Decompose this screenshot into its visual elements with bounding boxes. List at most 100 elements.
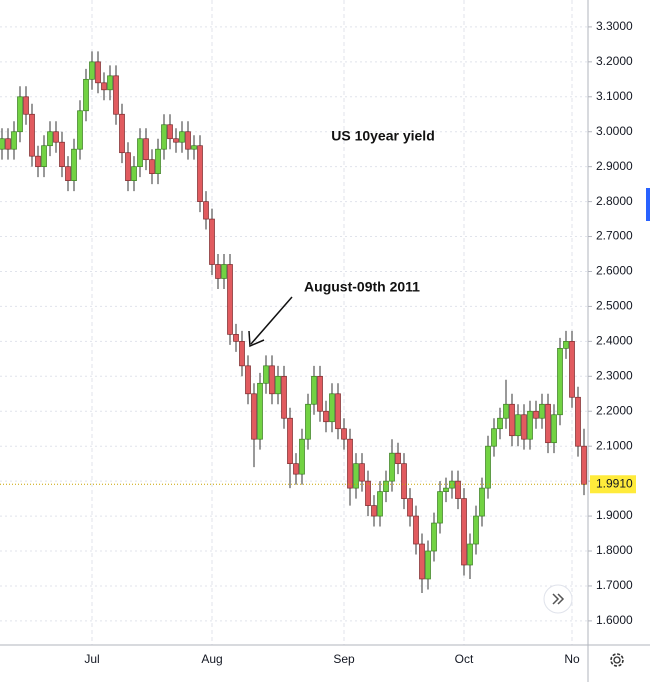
candle-body bbox=[461, 498, 467, 566]
candle-body bbox=[365, 480, 371, 506]
candle-body bbox=[59, 141, 65, 168]
candle-body bbox=[311, 375, 317, 405]
y-tick-label: 2.7000 bbox=[596, 229, 633, 243]
candle-body bbox=[533, 410, 539, 419]
candle-body bbox=[23, 96, 29, 115]
candle-body bbox=[131, 166, 137, 181]
last-price-tag bbox=[590, 475, 636, 494]
candle-body bbox=[437, 491, 443, 524]
y-tick-label: 3.0000 bbox=[596, 124, 633, 138]
candle-body bbox=[485, 445, 491, 489]
candle-body bbox=[77, 110, 83, 150]
candle-body bbox=[125, 152, 131, 181]
candle-body bbox=[383, 480, 389, 492]
candle-body bbox=[101, 82, 107, 91]
candle-body bbox=[329, 393, 335, 423]
candle-body bbox=[401, 463, 407, 499]
candle-body bbox=[287, 417, 293, 465]
candle-body bbox=[11, 131, 17, 150]
candle-body bbox=[539, 403, 545, 419]
y-tick-label: 2.8000 bbox=[596, 194, 633, 208]
candle-body bbox=[293, 463, 299, 475]
candle-body bbox=[113, 75, 119, 115]
y-tick-label: 1.8000 bbox=[596, 543, 633, 557]
settings-icon[interactable] bbox=[610, 653, 624, 667]
candle-body bbox=[41, 145, 47, 168]
candle-body bbox=[521, 414, 527, 440]
candle-body bbox=[233, 334, 239, 342]
y-tick-label: 1.7000 bbox=[596, 578, 633, 592]
candle-body bbox=[29, 113, 35, 157]
y-tick-label: 2.6000 bbox=[596, 264, 633, 278]
y-tick-label: 2.9000 bbox=[596, 159, 633, 173]
y-tick-label: 2.4000 bbox=[596, 334, 633, 348]
candle-body bbox=[467, 543, 473, 566]
candle-body bbox=[119, 113, 125, 154]
candle-body bbox=[251, 393, 257, 440]
candle-body bbox=[161, 124, 167, 150]
x-tick-label: Sep bbox=[333, 652, 355, 666]
candle-body bbox=[569, 341, 575, 398]
candle-body bbox=[167, 124, 173, 140]
candle-body bbox=[377, 491, 383, 517]
candle-body bbox=[191, 145, 197, 150]
candle-body bbox=[335, 393, 341, 430]
y-tick-label: 1.6000 bbox=[596, 613, 633, 627]
scroll-button[interactable] bbox=[543, 584, 573, 614]
y-tick-label: 2.3000 bbox=[596, 368, 633, 382]
candle-body bbox=[353, 463, 359, 489]
candle-body bbox=[323, 410, 329, 423]
candle-body bbox=[371, 505, 377, 517]
candle-body bbox=[395, 452, 401, 465]
candle-body bbox=[557, 348, 563, 416]
candle-body bbox=[137, 138, 143, 168]
y-tick-label: 3.3000 bbox=[596, 19, 633, 33]
candle-body bbox=[257, 382, 263, 440]
x-tick-label: Aug bbox=[201, 652, 222, 666]
candle-body bbox=[389, 452, 395, 482]
candle-body bbox=[527, 410, 533, 440]
candle-body bbox=[509, 403, 515, 437]
candle-body bbox=[545, 403, 551, 444]
candle-body bbox=[239, 341, 245, 367]
chart-title: US 10year yield bbox=[331, 128, 435, 144]
candle-body bbox=[443, 487, 449, 492]
candle-body bbox=[473, 515, 479, 545]
candle-body bbox=[455, 480, 461, 499]
scroll-indicator bbox=[646, 188, 650, 221]
candle-body bbox=[551, 414, 557, 444]
candle-body bbox=[197, 145, 203, 202]
x-tick-label: No bbox=[564, 652, 580, 666]
candle-body bbox=[497, 417, 503, 430]
candle-body bbox=[425, 550, 431, 580]
candle-body bbox=[341, 428, 347, 440]
candle-body bbox=[209, 218, 215, 265]
candle-body bbox=[107, 75, 113, 91]
candles bbox=[0, 51, 587, 593]
candle-body bbox=[491, 428, 497, 447]
candle-body bbox=[17, 96, 23, 133]
candle-body bbox=[263, 365, 269, 384]
candle-body bbox=[143, 138, 149, 161]
candle-body bbox=[65, 166, 71, 181]
candle-body bbox=[413, 515, 419, 545]
annotation: August-09th 2011 bbox=[304, 279, 420, 295]
candle-body bbox=[155, 148, 161, 175]
candle-body bbox=[419, 543, 425, 580]
candle-body bbox=[149, 159, 155, 175]
x-tick-label: Oct bbox=[455, 652, 474, 666]
candle-body bbox=[563, 341, 569, 349]
y-tick-label: 3.2000 bbox=[596, 54, 633, 68]
candle-body bbox=[269, 365, 275, 395]
candle-body bbox=[281, 375, 287, 419]
candle-body bbox=[305, 403, 311, 440]
candle-body bbox=[71, 148, 77, 181]
candle-body bbox=[0, 138, 5, 150]
candle-body bbox=[203, 201, 209, 220]
candle-body bbox=[245, 365, 251, 395]
last-price-label: 1.9910 bbox=[596, 476, 633, 490]
candle-body bbox=[449, 480, 455, 489]
candle-body bbox=[575, 396, 581, 447]
candle-body bbox=[431, 522, 437, 552]
